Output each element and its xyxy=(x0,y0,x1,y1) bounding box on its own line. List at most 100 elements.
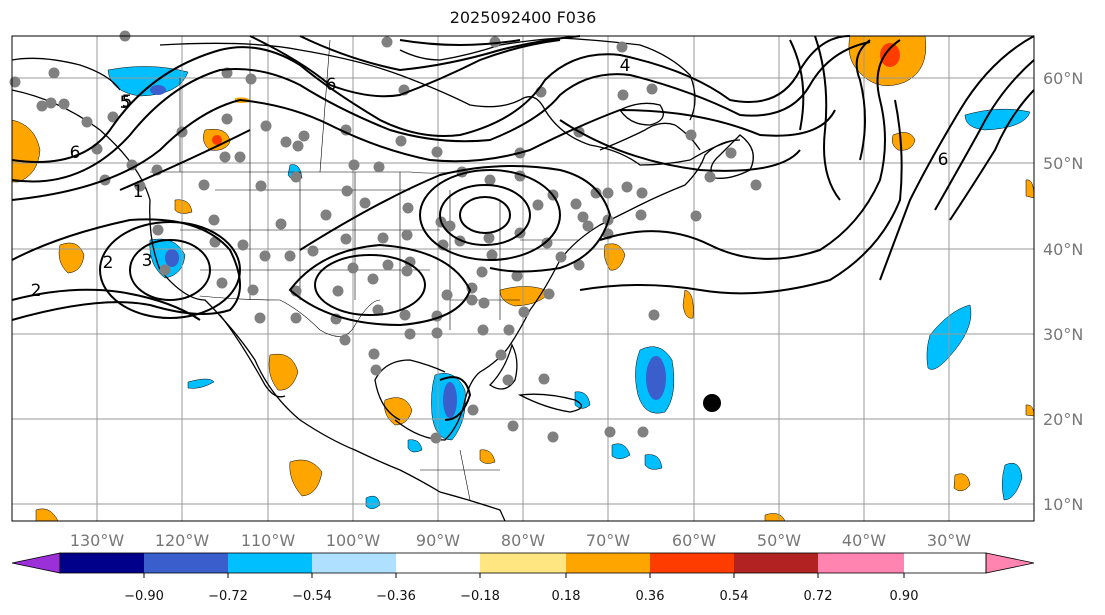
station-dot xyxy=(307,245,319,257)
station-dot xyxy=(280,136,292,148)
station-dot xyxy=(348,159,360,171)
station-dot xyxy=(245,73,257,85)
contour-label: 1 xyxy=(133,182,144,202)
colorbar-tick-label: −0.18 xyxy=(460,589,500,604)
station-dot xyxy=(341,185,353,197)
station-dot xyxy=(152,224,164,236)
colorbar-segment xyxy=(818,553,904,573)
station-dot xyxy=(198,179,210,191)
axis-labels: 130°W 120°W 110°W 100°W 90°W 80°W 70°W 60°W 50°W… xyxy=(70,69,1084,550)
station-dot xyxy=(81,116,93,128)
station-dot xyxy=(340,124,352,136)
station-dot xyxy=(725,147,737,159)
station-dot xyxy=(489,36,501,48)
station-dot xyxy=(467,404,479,416)
colorbar-segment xyxy=(60,553,144,573)
lat-label: 10°N xyxy=(1043,495,1083,514)
lon-label: 90°W xyxy=(416,531,460,550)
station-dot xyxy=(401,265,413,277)
contour-label: 6 xyxy=(70,143,81,163)
station-dot xyxy=(36,100,48,112)
station-dot xyxy=(507,420,519,432)
station-dot xyxy=(237,239,249,251)
station-dot xyxy=(543,288,555,300)
station-dot xyxy=(444,220,456,232)
station-dot xyxy=(339,334,351,346)
lat-label: 30°N xyxy=(1043,325,1083,344)
station-dot xyxy=(399,309,411,321)
station-dot xyxy=(221,113,233,125)
station-dot xyxy=(476,266,488,278)
station-dot xyxy=(402,202,414,214)
contour-label: 3 xyxy=(142,251,153,271)
contour-label: 4 xyxy=(620,56,631,76)
contour-label: 5 xyxy=(122,92,133,112)
contour-label: 2 xyxy=(31,281,42,301)
lat-label: 20°N xyxy=(1043,410,1083,429)
station-dot xyxy=(347,262,359,274)
lon-label: 60°W xyxy=(672,531,716,550)
station-dot xyxy=(511,270,523,282)
station-dot xyxy=(602,187,614,199)
height-contours xyxy=(11,35,1035,421)
station-dot xyxy=(750,179,762,191)
station-dot xyxy=(275,218,287,230)
map-title: 2025092400 F036 xyxy=(449,8,597,27)
colorbar-tick-label: 0.90 xyxy=(890,589,919,604)
station-dot xyxy=(604,426,616,438)
colorbar-tick-label: −0.72 xyxy=(208,589,248,604)
colorbar-segment xyxy=(228,553,312,573)
station-dot xyxy=(404,328,416,340)
station-dot xyxy=(372,304,384,316)
station-dot xyxy=(247,284,259,296)
station-dot xyxy=(404,256,416,268)
station-dot xyxy=(555,251,567,263)
political-borders xyxy=(150,39,580,501)
station-dot xyxy=(370,364,382,376)
station-dot xyxy=(621,181,633,193)
station-dot xyxy=(401,229,413,241)
station-dot xyxy=(290,312,302,324)
station-dot xyxy=(373,161,385,173)
station-dot xyxy=(382,259,394,271)
station-dot xyxy=(368,348,380,360)
station-dot xyxy=(646,83,658,95)
station-dot xyxy=(284,250,296,262)
station-dot xyxy=(91,143,103,155)
colorbar-segment xyxy=(396,553,480,573)
colorbar-extend-high xyxy=(985,552,1035,574)
station-dot xyxy=(547,431,559,443)
station-dot xyxy=(486,249,498,261)
lon-label: 120°W xyxy=(155,531,210,550)
station-dot xyxy=(495,349,507,361)
station-dot xyxy=(255,180,267,192)
station-dot xyxy=(332,285,344,297)
colorbar-tick-label: 0.36 xyxy=(636,589,665,604)
contour-label: 2 xyxy=(103,253,114,273)
station-dot xyxy=(637,426,649,438)
lat-label: 60°N xyxy=(1043,69,1083,88)
lon-label: 100°W xyxy=(326,531,381,550)
station-dot xyxy=(234,151,246,163)
colorbar-tick-label: −0.90 xyxy=(124,589,164,604)
colorbar-segment xyxy=(144,553,228,573)
station-dot xyxy=(582,220,594,232)
station-dot xyxy=(320,209,332,221)
station-dot xyxy=(45,97,57,109)
station-dot xyxy=(541,237,553,249)
station-dot xyxy=(381,36,393,48)
station-dot xyxy=(340,233,352,245)
station-dot xyxy=(704,171,716,183)
station-dot xyxy=(532,199,544,211)
station-dot xyxy=(570,198,582,210)
station-dot xyxy=(503,324,515,336)
station-dot xyxy=(690,210,702,222)
storm-center-marker xyxy=(703,394,721,412)
colorbar-tick-label: −0.54 xyxy=(292,589,332,604)
station-dot xyxy=(616,41,628,53)
station-dot xyxy=(107,111,119,123)
station-dot xyxy=(367,273,379,285)
colorbar-tick-label: 0.18 xyxy=(552,589,581,604)
